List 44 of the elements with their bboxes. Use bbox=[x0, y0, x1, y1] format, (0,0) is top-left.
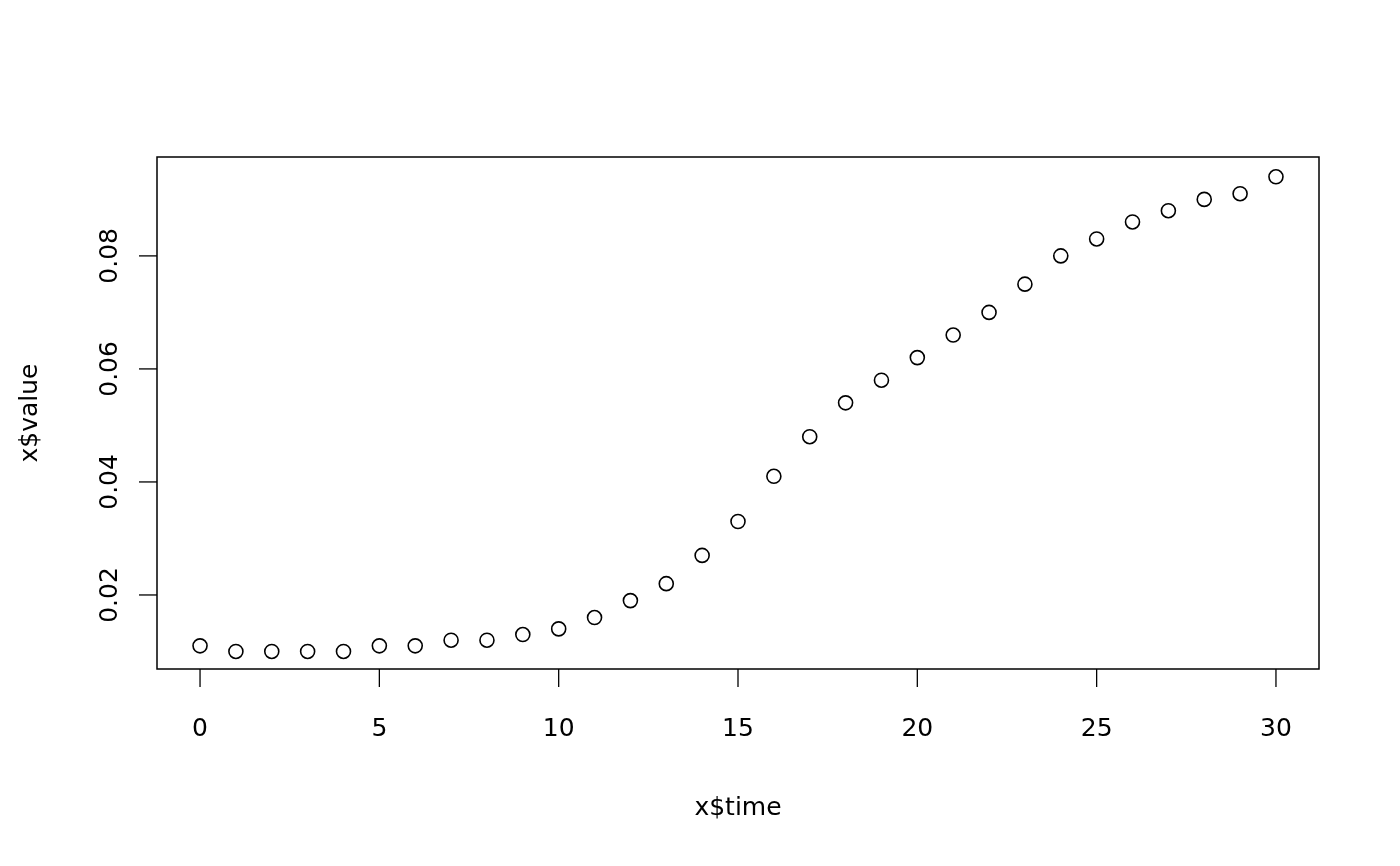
point bbox=[1017, 276, 1033, 292]
point bbox=[299, 643, 316, 660]
point bbox=[479, 632, 495, 648]
point bbox=[694, 547, 710, 564]
point bbox=[586, 609, 603, 626]
x-tick-label: 25 bbox=[1080, 713, 1113, 742]
x-tick-label: 30 bbox=[1260, 713, 1292, 742]
point bbox=[766, 468, 782, 485]
point bbox=[658, 575, 675, 592]
y-tick-label: 0.02 bbox=[94, 567, 123, 623]
point bbox=[622, 592, 639, 609]
x-tick-label: 10 bbox=[542, 713, 575, 742]
point bbox=[1268, 168, 1284, 185]
point bbox=[1052, 248, 1069, 264]
point bbox=[228, 643, 244, 660]
point bbox=[407, 638, 424, 654]
point bbox=[1196, 191, 1213, 208]
point bbox=[981, 304, 997, 321]
point bbox=[1232, 185, 1248, 202]
point bbox=[335, 643, 352, 660]
point bbox=[371, 638, 388, 654]
point bbox=[730, 513, 746, 530]
y-tick-label: 0.06 bbox=[94, 341, 123, 397]
point bbox=[443, 632, 459, 648]
y-axis-title: x$value bbox=[14, 363, 43, 463]
point bbox=[1160, 202, 1177, 219]
point bbox=[801, 428, 818, 445]
x-tick-label: 20 bbox=[901, 713, 934, 742]
point bbox=[263, 643, 280, 660]
point bbox=[837, 395, 854, 411]
x-axis-title: x$time bbox=[694, 792, 782, 821]
x-tick-label: 5 bbox=[371, 713, 388, 742]
point bbox=[873, 372, 890, 389]
point bbox=[550, 621, 567, 637]
y-tick-label: 0.08 bbox=[94, 228, 123, 284]
point bbox=[1088, 231, 1105, 247]
x-tick-label: 15 bbox=[722, 713, 754, 742]
point bbox=[909, 349, 926, 366]
y-tick-label: 0.04 bbox=[94, 454, 123, 510]
point bbox=[515, 626, 531, 643]
point bbox=[192, 638, 208, 654]
point bbox=[945, 327, 961, 343]
point bbox=[1124, 214, 1141, 230]
x-tick-label: 0 bbox=[192, 713, 208, 742]
